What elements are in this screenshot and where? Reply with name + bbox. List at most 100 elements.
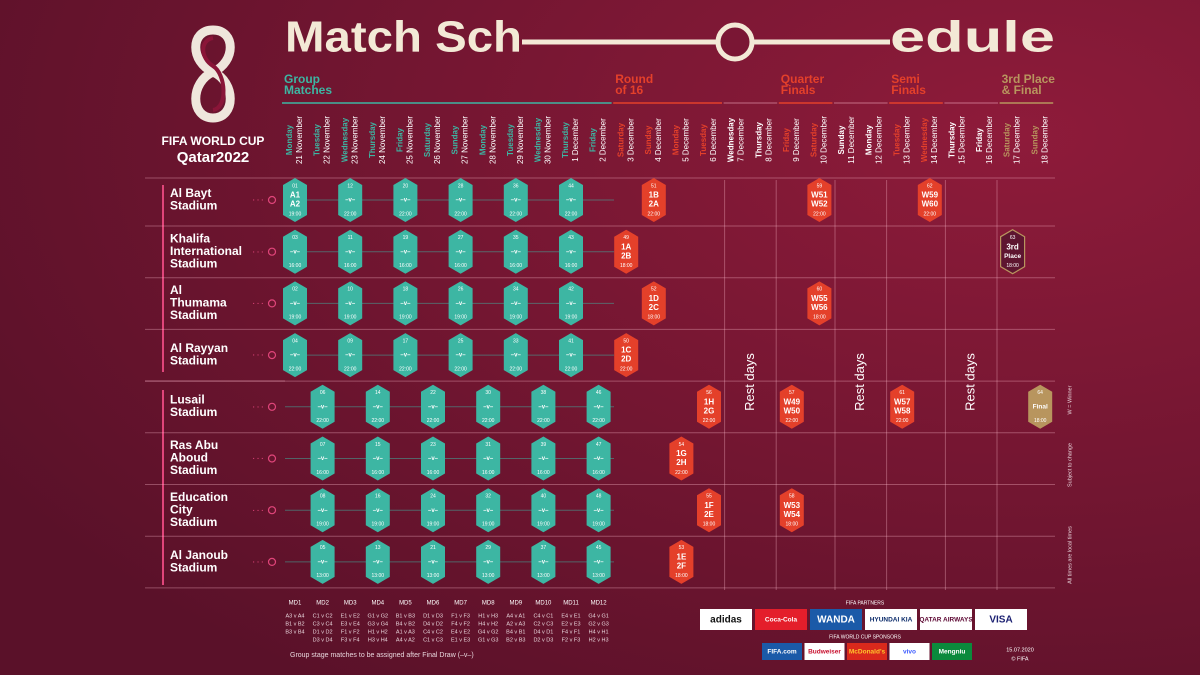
match-teams: –v– <box>373 404 384 410</box>
match: 25 –v– 22:00 <box>448 333 473 378</box>
stadium-name: Al Janoub <box>170 548 228 562</box>
match-time: 16:00 <box>565 263 578 269</box>
day-label: Monday 12 December <box>865 116 884 164</box>
match-teams: –v– <box>538 404 549 410</box>
match-number: 56 <box>706 390 712 396</box>
match-time: 18:00 <box>675 573 688 579</box>
stadium-name: Stadium <box>170 463 217 477</box>
weekday: Saturday <box>810 122 819 157</box>
match-badge <box>365 384 390 429</box>
match-number: 16 <box>375 494 381 500</box>
match-badge <box>338 229 363 274</box>
match-teams: 1C <box>621 346 631 355</box>
match-teams: –v– <box>345 353 356 359</box>
partner-logo <box>810 609 862 630</box>
match-teams: W56 <box>811 303 828 312</box>
match: 02 –v– 19:00 <box>283 281 307 326</box>
match-badge <box>476 539 501 584</box>
match-time: 22:00 <box>289 366 302 372</box>
day-label: Saturday 3 December <box>616 118 635 162</box>
weekday: Tuesday <box>506 124 515 156</box>
match-teams: –v– <box>345 301 356 307</box>
match-time: 22:00 <box>592 418 605 424</box>
match-teams: –v– <box>428 456 439 462</box>
match-number: 29 <box>485 545 491 551</box>
match-number: 22 <box>430 390 436 396</box>
row-dots: ··· <box>252 195 265 206</box>
match-time: 16:00 <box>510 263 523 269</box>
match-badge <box>503 229 528 274</box>
weekday: Thursday <box>948 121 957 158</box>
match: 39 –v– 16:00 <box>531 436 556 481</box>
match-teams: –v– <box>318 508 329 514</box>
day-label: Thursday 1 December <box>561 118 580 162</box>
matchday-fixture: F4 v F2 <box>451 621 470 627</box>
match-teams: Final <box>1033 404 1048 411</box>
weekday: Sunday <box>837 125 846 154</box>
day-label: Thursday 24 November <box>368 116 387 164</box>
match-teams: –v– <box>456 301 467 307</box>
match-time: 16:00 <box>289 263 302 269</box>
match-time: 18:00 <box>620 263 633 269</box>
match-time: 18:00 <box>703 522 716 528</box>
match-number: 03 <box>292 235 298 241</box>
match-time: 13:00 <box>482 573 495 579</box>
match-badge <box>586 384 611 429</box>
weekday: Wednesday <box>727 117 736 162</box>
match-badge <box>421 384 445 429</box>
match-badge <box>641 281 666 326</box>
match-time: 22:00 <box>703 418 716 424</box>
match: 33 –v– 22:00 <box>503 333 528 378</box>
match-badge <box>283 229 307 274</box>
date: 9 December <box>792 118 801 162</box>
match-time: 18:00 <box>1034 418 1047 424</box>
matchday-label: MD4 <box>371 601 384 607</box>
match-badge <box>448 229 473 274</box>
stadium-name: Stadium <box>170 256 217 270</box>
match: 16 –v– 19:00 <box>365 488 390 533</box>
match-teams: A1 <box>290 191 301 200</box>
match: 30 –v– 22:00 <box>476 384 501 429</box>
match-time: 19:00 <box>372 522 385 528</box>
match-teams: –v– <box>345 198 356 204</box>
match-badge <box>614 229 639 274</box>
match: 40 –v– 19:00 <box>531 488 556 533</box>
partner-name: HYUNDAI KIA <box>870 617 913 624</box>
match-number: 55 <box>706 494 712 500</box>
match: 47 –v– 16:00 <box>586 436 611 481</box>
match-teams: 2A <box>649 200 659 209</box>
sponsor-logo <box>804 643 845 660</box>
matchday-fixture: C1 v C3 <box>423 637 443 643</box>
sponsor-logo <box>847 643 887 660</box>
matchday-fixture: E4 v E2 <box>451 629 470 635</box>
match-time: 22:00 <box>786 418 799 424</box>
match: 05 –v– 13:00 <box>310 539 335 584</box>
match-teams: –v– <box>483 456 494 462</box>
stadium-name: Khalifa <box>170 231 210 245</box>
matchday-label: MD2 <box>316 601 329 607</box>
side-note: W = Winner <box>1067 385 1073 414</box>
stadium-name: Stadium <box>170 515 217 529</box>
matchday-fixture: C2 v C3 <box>533 621 553 627</box>
matchday-label: MD6 <box>427 601 440 607</box>
partner-name: WANDA <box>817 615 855 626</box>
matchday-fixture: H3 v H4 <box>368 637 388 643</box>
stadium-name: Aboud <box>170 451 208 465</box>
match-teams: –v– <box>428 404 439 410</box>
match-teams: –v– <box>566 198 577 204</box>
match-teams: –v– <box>456 249 467 255</box>
match-number: 15 <box>375 442 381 448</box>
date: 21 November <box>295 116 304 164</box>
footer-date: 15.07.2020 <box>1006 647 1034 653</box>
matchday-label: MD12 <box>591 601 608 607</box>
match-badge <box>421 539 445 584</box>
day-label: Friday 25 November <box>396 116 415 164</box>
day-label: Friday 9 December <box>782 118 801 162</box>
matchday-fixture: D4 v D1 <box>533 629 553 635</box>
day-label: Friday 2 December <box>589 118 608 162</box>
date: 25 November <box>406 116 415 164</box>
matchday-fixture: E2 v E3 <box>561 621 580 627</box>
